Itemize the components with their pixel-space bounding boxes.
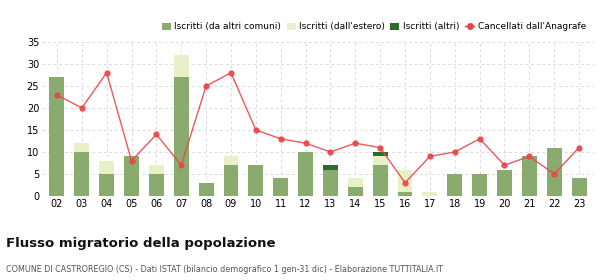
Text: COMUNE DI CASTROREGIO (CS) - Dati ISTAT (bilancio demografico 1 gen-31 dic) - El: COMUNE DI CASTROREGIO (CS) - Dati ISTAT … (6, 265, 443, 274)
Bar (124, 157, 139, 196)
Bar (149, 165, 164, 174)
Bar (74, 143, 89, 152)
Bar (323, 165, 338, 170)
Bar (174, 55, 189, 77)
Bar (74, 152, 89, 196)
Bar (224, 157, 238, 165)
Bar (224, 165, 238, 196)
Bar (373, 157, 388, 165)
Bar (373, 152, 388, 157)
Bar (174, 77, 189, 196)
Bar (49, 77, 64, 196)
Bar (348, 187, 363, 196)
Bar (99, 161, 114, 174)
Bar (422, 192, 437, 196)
Bar (572, 178, 587, 196)
Bar (199, 183, 214, 196)
Bar (547, 148, 562, 196)
Bar (398, 192, 412, 196)
Bar (472, 174, 487, 196)
Bar (373, 165, 388, 196)
Bar (99, 174, 114, 196)
Bar (522, 157, 537, 196)
Bar (298, 152, 313, 196)
Legend: Iscritti (da altri comuni), Iscritti (dall'estero), Iscritti (altri), Cancellati: Iscritti (da altri comuni), Iscritti (da… (158, 19, 589, 35)
Bar (497, 170, 512, 196)
Text: Flusso migratorio della popolazione: Flusso migratorio della popolazione (6, 237, 275, 249)
Bar (149, 174, 164, 196)
Bar (348, 178, 363, 187)
Bar (273, 178, 288, 196)
Bar (447, 174, 462, 196)
Bar (398, 170, 412, 192)
Bar (323, 170, 338, 196)
Bar (248, 165, 263, 196)
